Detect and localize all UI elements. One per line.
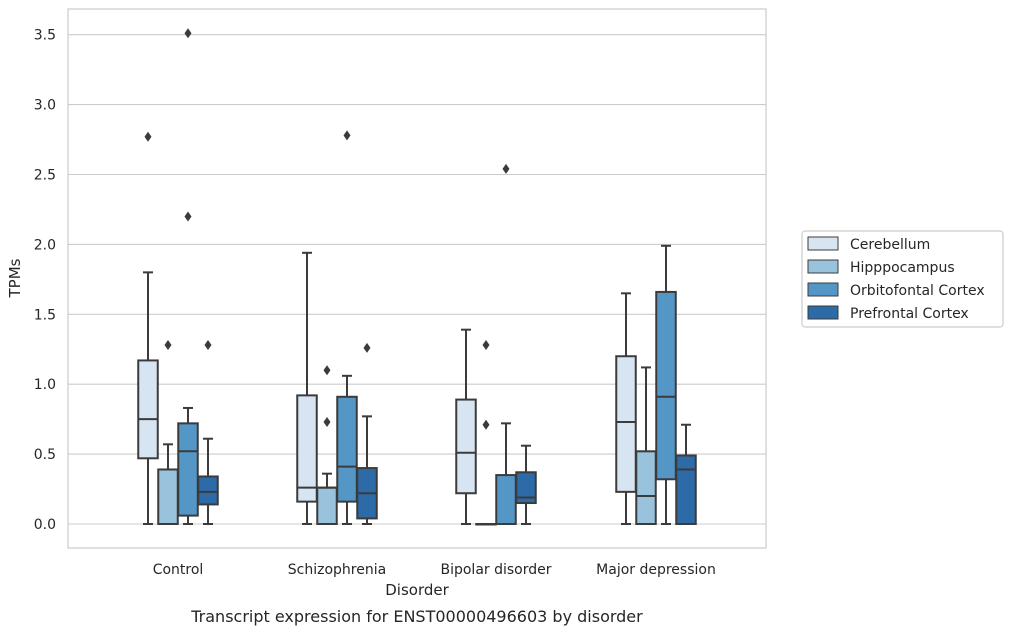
box [455,328,477,525]
box [197,340,219,525]
legend-swatch [807,236,839,251]
outlier-point [144,131,152,142]
legend-swatch [807,282,839,297]
outlier-point [482,419,490,430]
box-groups [137,28,697,526]
y-tick-labels: 0.0 0.5 1.0 1.5 2.0 2.5 3.0 3.5 [34,28,56,533]
box-iqr [296,394,318,503]
box [495,163,517,526]
legend: Cerebellum Hipppocampus Orbitofontal Corte… [801,230,1004,328]
outlier-point [363,342,371,353]
y-tick-label: 2.0 [34,237,56,253]
y-tick-label: 0.0 [34,517,56,533]
box [296,251,318,525]
box-iqr [495,474,517,526]
box [316,365,338,526]
x-tick-labels: Control Schizophrenia Bipolar disorder Majo… [153,562,716,578]
legend-frame [801,230,1004,328]
outlier-point [323,365,331,376]
box-iqr [137,359,159,460]
y-tick-label: 0.5 [34,447,56,463]
outlier-point [323,416,331,427]
box [177,28,199,525]
box-iqr [316,486,338,526]
box-iqr [455,398,477,495]
box [615,292,637,525]
x-tick-label: Schizophrenia [288,562,386,578]
legend-swatch [807,305,839,320]
y-tick-label: 1.0 [34,377,56,393]
box [137,131,159,525]
box-iqr [635,450,657,525]
outlier-point [184,211,192,222]
box [157,340,179,525]
box [336,130,358,525]
box [356,342,378,525]
box [635,366,657,525]
box-iqr [675,454,697,525]
legend-label: Orbitofontal Cortex [850,283,985,299]
y-tick-label: 3.0 [34,98,56,114]
box-iqr [177,422,199,517]
legend-label: Cerebellum [850,237,930,253]
x-tick-label: Control [153,562,204,578]
legend-label: Prefrontal Cortex [850,306,969,322]
outlier-point [184,28,192,39]
x-tick-label: Major depression [596,562,716,578]
plot-frame [67,8,767,549]
legend-swatch [807,259,839,274]
box-iqr [515,471,537,505]
outlier-point [482,340,490,351]
outlier-point [204,340,212,351]
box [515,444,537,525]
y-tick-label: 3.5 [34,28,56,44]
outlier-point [502,163,510,174]
y-tick-label: 1.5 [34,307,56,323]
y-tick-label: 2.5 [34,168,56,184]
box-iqr [336,395,358,503]
x-tick-label: Bipolar disorder [440,562,551,578]
x-axis-label: Disorder [385,581,449,599]
box-iqr [655,290,677,481]
box [675,423,697,525]
box [475,340,497,526]
box-iqr [615,355,637,493]
outlier-point [164,340,172,351]
box-iqr [157,468,179,525]
box [655,244,677,525]
y-axis-label: TPMs [6,258,24,298]
chart-caption: Transcript expression for ENST0000049660… [190,607,643,626]
outlier-point [343,130,351,141]
box-iqr [197,475,219,506]
legend-label: Hipppocampus [850,260,955,276]
